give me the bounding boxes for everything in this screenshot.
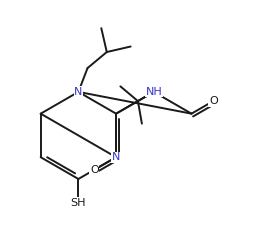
Text: NH: NH — [146, 87, 162, 97]
Text: O: O — [209, 96, 218, 106]
Text: N: N — [112, 152, 120, 162]
Text: N: N — [74, 87, 83, 97]
Text: O: O — [90, 165, 99, 175]
Text: SH: SH — [71, 198, 86, 208]
